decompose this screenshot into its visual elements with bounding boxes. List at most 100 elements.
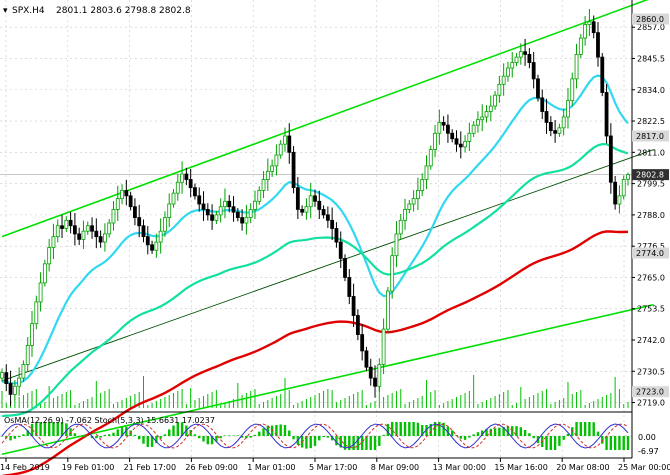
osma-bar	[103, 434, 107, 436]
oscillator-label: OsMA(12,26,9) -7.062 Stoch(5,3,3) 15.663…	[4, 416, 215, 425]
candle-body	[175, 181, 180, 194]
candle-body	[325, 214, 330, 221]
osma-bar	[549, 436, 553, 450]
osma-bar	[206, 436, 210, 445]
osma-bar	[138, 436, 141, 440]
candle-body	[240, 217, 245, 224]
osma-bar	[292, 436, 295, 440]
candle-body	[343, 257, 347, 278]
candle-body	[334, 228, 339, 243]
candle-body	[424, 165, 429, 180]
osma-bar	[107, 434, 111, 436]
osma-bar	[515, 426, 518, 436]
candle-body	[17, 377, 22, 387]
osma-bar	[360, 436, 364, 450]
candle-body	[394, 233, 399, 257]
candle-body	[163, 217, 167, 232]
osma-bar	[472, 434, 475, 436]
osma-bar	[193, 434, 197, 436]
x-tick-label: 8 Mar 09:00	[371, 463, 419, 472]
candle-body	[124, 189, 129, 197]
osma-bar	[112, 432, 115, 436]
osma-bar	[313, 436, 317, 446]
candle-body	[561, 116, 566, 129]
candle-body	[158, 230, 163, 243]
candle-body	[278, 143, 283, 156]
osma-bar	[65, 423, 68, 436]
candle-body	[42, 263, 47, 284]
candle-body	[621, 179, 626, 197]
symbol-label: SPX.H4	[12, 6, 45, 16]
osma-bar	[240, 436, 244, 438]
osma-bar	[0, 436, 4, 437]
candle-body	[257, 189, 262, 202]
candle-body	[21, 364, 26, 379]
y-tick-label: 2765.0	[637, 273, 665, 282]
candle-body	[197, 195, 202, 205]
osma-bar	[245, 436, 248, 439]
osma-bar	[172, 425, 175, 436]
osma-bar	[438, 422, 441, 436]
y-tick-label: 2857.0	[637, 23, 665, 32]
candle-body	[497, 83, 502, 96]
osma-bar	[553, 436, 557, 450]
osma-bar	[493, 428, 497, 436]
candle-body	[94, 230, 99, 238]
osma-bar	[408, 422, 411, 436]
osma-bar	[390, 422, 394, 436]
header: ▾ SPX.H4 2801.1 2803.6 2798.8 2802.8	[3, 6, 191, 16]
candle-body	[188, 179, 193, 189]
ohlc-label: 2801.1 2803.6 2798.8 2802.8	[56, 6, 191, 16]
candle-body	[154, 241, 159, 251]
candle-body	[287, 135, 292, 153]
osma-bar	[133, 434, 137, 436]
candle-body	[171, 192, 176, 205]
channel-lower-line	[1, 303, 654, 456]
osma-bar	[412, 422, 415, 436]
osma-bar	[395, 422, 398, 436]
osma-bar	[326, 436, 330, 438]
candle-body	[55, 225, 60, 238]
osma-bar	[17, 436, 21, 438]
osma-bar	[309, 436, 312, 449]
osma-bar	[519, 427, 523, 436]
osma-bar	[202, 436, 205, 442]
candle-body	[274, 154, 279, 167]
candle-body	[351, 296, 356, 316]
candle-body	[613, 181, 618, 205]
osma-bar	[378, 436, 381, 446]
candle-body	[0, 372, 4, 379]
candle-body	[463, 141, 467, 148]
candle-body	[467, 132, 472, 142]
candle-body	[193, 187, 197, 197]
osma-bar	[219, 436, 222, 439]
osma-bar	[176, 422, 179, 436]
x-tick-label: 20 Mar 08:00	[556, 463, 609, 472]
candle-body	[321, 209, 326, 216]
price-label-text: 2774.0	[636, 249, 664, 258]
candle-body	[501, 75, 506, 85]
x-tick-label: 21 Feb 17:00	[124, 463, 176, 472]
candle-body	[411, 198, 416, 205]
osma-bar	[571, 427, 574, 436]
candle-body	[265, 170, 270, 180]
candle-body	[360, 334, 365, 352]
candle-body	[304, 206, 309, 213]
candle-body	[454, 138, 459, 145]
candle-body	[373, 377, 377, 387]
price-label-box	[632, 130, 669, 142]
candle-body	[330, 219, 335, 229]
candle-body	[231, 206, 236, 213]
osma-bar	[52, 422, 55, 436]
osma-bar	[592, 422, 595, 436]
price-label-text: 2802.8	[636, 171, 664, 180]
candle-body	[133, 206, 137, 219]
candle-body	[566, 100, 570, 118]
osma-bar	[30, 423, 34, 436]
osma-bar	[180, 422, 184, 436]
osma-bar	[35, 422, 38, 436]
osma-bar	[352, 436, 355, 450]
channel-upper-line	[1, 0, 649, 238]
candle-body	[433, 132, 437, 150]
candle-body	[381, 328, 386, 365]
